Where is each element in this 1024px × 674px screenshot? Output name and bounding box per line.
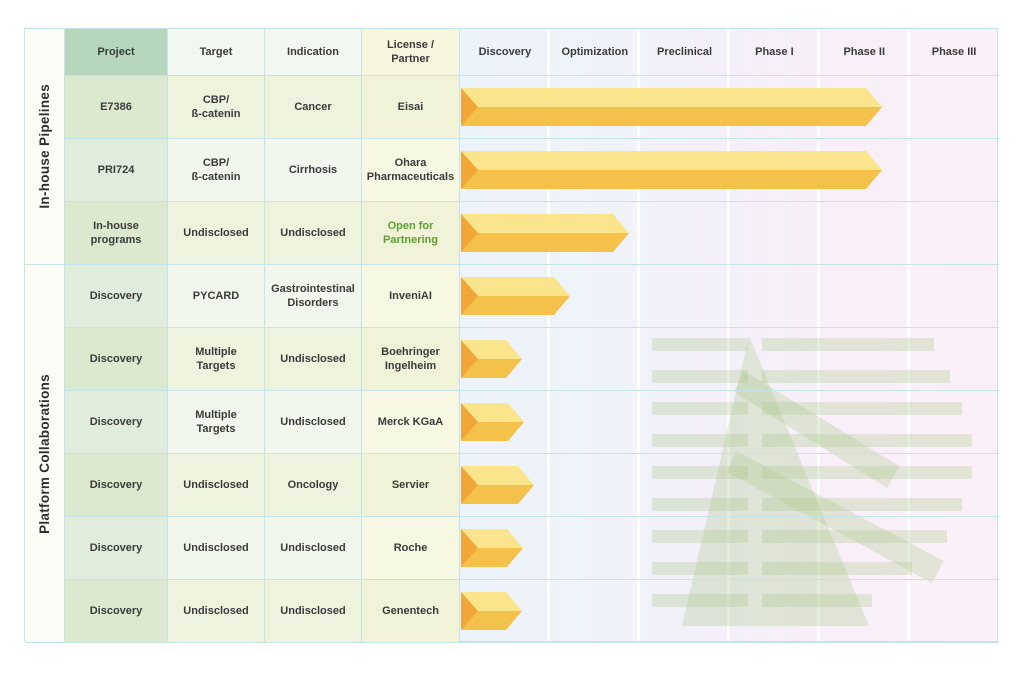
stage-header-preclinical: Preclinical xyxy=(639,29,730,76)
pipeline-progress-bar xyxy=(461,151,882,189)
section-platform-collaborations: Platform Collaborations xyxy=(25,265,65,643)
indication-cell: Undisclosed xyxy=(265,328,362,391)
license-cell: Boehringer Ingelheim xyxy=(362,328,460,391)
stage-column-separator xyxy=(547,28,550,642)
pipeline-bar-track xyxy=(460,517,999,580)
stage-column-separator xyxy=(817,28,820,642)
stage-header-discovery: Discovery xyxy=(460,29,550,76)
prism-logo-watermark-icon xyxy=(652,336,972,626)
project-cell: Discovery xyxy=(65,454,168,517)
stage-column-separator xyxy=(637,28,640,642)
target-cell: Multiple Targets xyxy=(168,391,265,454)
pipeline-bar-track xyxy=(460,328,999,391)
target-cell: Undisclosed xyxy=(168,580,265,643)
pipeline-progress-bar xyxy=(461,403,524,441)
project-cell: Discovery xyxy=(65,265,168,328)
stage-header-phase1: Phase I xyxy=(729,29,820,76)
pipeline-bar-track xyxy=(460,265,999,328)
project-cell: E7386 xyxy=(65,76,168,139)
indication-cell: Cancer xyxy=(265,76,362,139)
pipeline-progress-bar xyxy=(461,277,570,315)
stage-header-phase3: Phase III xyxy=(909,29,999,76)
project-cell: Discovery xyxy=(65,328,168,391)
license-cell: Roche xyxy=(362,517,460,580)
license-cell: InveniAI xyxy=(362,265,460,328)
section-label: Platform Collaborations xyxy=(37,373,52,534)
pipeline-bar-track xyxy=(460,454,999,517)
pipeline-progress-bar xyxy=(461,529,523,567)
target-cell: CBP/ ß-catenin xyxy=(168,139,265,202)
project-cell: PRI724 xyxy=(65,139,168,202)
target-cell: Undisclosed xyxy=(168,517,265,580)
pipeline-progress-bar xyxy=(461,88,882,126)
indication-cell: Undisclosed xyxy=(265,517,362,580)
pipeline-bar-track xyxy=(460,391,999,454)
indication-cell: Cirrhosis xyxy=(265,139,362,202)
license-cell-open-for-partnering: Open for Partnering xyxy=(362,202,460,265)
project-cell: Discovery xyxy=(65,517,168,580)
target-cell: PYCARD xyxy=(168,265,265,328)
project-cell: Discovery xyxy=(65,391,168,454)
pipeline-bar-track xyxy=(460,139,999,202)
stage-header-optimization: Optimization xyxy=(549,29,640,76)
pipeline-bar-track xyxy=(460,202,999,265)
section-inhouse-pipelines: In-house Pipelines xyxy=(25,29,65,265)
license-cell: Eisai xyxy=(362,76,460,139)
stage-column-separator xyxy=(907,28,910,642)
target-cell: Undisclosed xyxy=(168,202,265,265)
target-cell: CBP/ ß-catenin xyxy=(168,76,265,139)
indication-cell: Undisclosed xyxy=(265,391,362,454)
indication-cell: Gastrointestinal Disorders xyxy=(265,265,362,328)
indication-cell: Oncology xyxy=(265,454,362,517)
pipeline-progress-bar xyxy=(461,340,522,378)
indication-cell: Undisclosed xyxy=(265,202,362,265)
indication-cell: Undisclosed xyxy=(265,580,362,643)
column-header-indication: Indication xyxy=(265,29,362,76)
pipeline-progress-bar xyxy=(461,466,534,504)
pipeline-bar-track xyxy=(460,76,999,139)
stage-column-separator xyxy=(727,28,730,642)
license-cell: Servier xyxy=(362,454,460,517)
license-cell: Genentech xyxy=(362,580,460,643)
column-header-project: Project xyxy=(65,29,168,76)
project-cell: Discovery xyxy=(65,580,168,643)
stage-header-phase2: Phase II xyxy=(819,29,910,76)
target-cell: Multiple Targets xyxy=(168,328,265,391)
section-label: In-house Pipelines xyxy=(37,84,52,209)
pipeline-bar-track xyxy=(460,580,999,643)
project-cell: In-house programs xyxy=(65,202,168,265)
pipeline-progress-bar xyxy=(461,214,629,252)
pipeline-table: In-house Pipelines Platform Collaboratio… xyxy=(24,28,999,643)
pipeline-grid: In-house Pipelines Platform Collaboratio… xyxy=(24,28,999,643)
license-cell: Ohara Pharmaceuticals xyxy=(362,139,460,202)
column-header-license: License / Partner xyxy=(362,29,460,76)
pipeline-progress-bar xyxy=(461,592,522,630)
license-cell: Merck KGaA xyxy=(362,391,460,454)
column-header-target: Target xyxy=(168,29,265,76)
target-cell: Undisclosed xyxy=(168,454,265,517)
stage-area-background xyxy=(459,28,998,642)
